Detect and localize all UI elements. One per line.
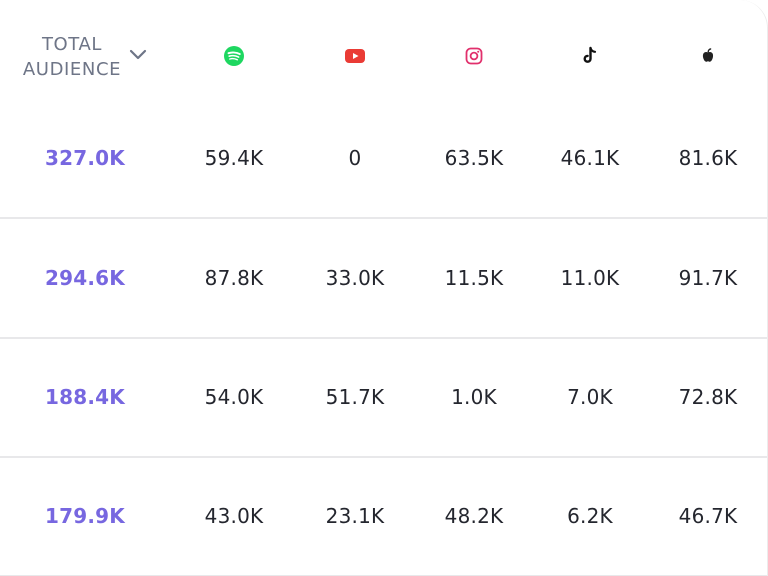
spotify-value: 54.0K: [204, 385, 264, 409]
total-audience-label: TOTAL AUDIENCE: [22, 34, 122, 80]
youtube-value: 33.0K: [325, 266, 385, 290]
apple-music-icon: [702, 48, 714, 62]
instagram-value: 11.5K: [444, 266, 504, 290]
table-header: TOTAL AUDIENCE: [0, 0, 767, 100]
youtube-value: 0: [348, 146, 362, 170]
tiktok-value: 6.2K: [567, 504, 613, 528]
table-row[interactable]: 327.0K 59.4K 0 63.5K 46.1K 81.6K: [0, 99, 767, 219]
total-audience-value: 327.0K: [45, 146, 125, 170]
apple-music-value: 46.7K: [678, 504, 738, 528]
total-audience-value: 179.9K: [45, 504, 125, 528]
spotify-value: 59.4K: [204, 146, 264, 170]
table-row[interactable]: 179.9K 43.0K 23.1K 48.2K 6.2K 46.7K: [0, 457, 767, 576]
instagram-value: 63.5K: [444, 146, 504, 170]
total-audience-value: 188.4K: [45, 385, 125, 409]
tiktok-value: 7.0K: [567, 385, 613, 409]
youtube-value: 23.1K: [325, 504, 385, 528]
spotify-value: 87.8K: [204, 266, 264, 290]
spotify-value: 43.0K: [204, 504, 264, 528]
spotify-icon: [224, 46, 244, 66]
apple-music-value: 91.7K: [678, 266, 738, 290]
youtube-value: 51.7K: [325, 385, 385, 409]
tiktok-value: 11.0K: [560, 266, 620, 290]
total-audience-value: 294.6K: [45, 266, 125, 290]
apple-music-value: 81.6K: [678, 146, 738, 170]
tiktok-icon: [583, 46, 597, 63]
instagram-icon: [465, 47, 483, 65]
instagram-value: 48.2K: [444, 504, 504, 528]
tiktok-value: 46.1K: [560, 146, 620, 170]
instagram-value: 1.0K: [451, 385, 497, 409]
youtube-icon: [345, 49, 365, 63]
table-row[interactable]: 188.4K 54.0K 51.7K 1.0K 7.0K 72.8K: [0, 338, 767, 458]
total-audience-sort-header[interactable]: TOTAL AUDIENCE: [14, 32, 154, 82]
chevron-down-icon[interactable]: [128, 47, 148, 61]
table-row[interactable]: 294.6K 87.8K 33.0K 11.5K 11.0K 91.7K: [0, 219, 767, 339]
apple-music-value: 72.8K: [678, 385, 738, 409]
